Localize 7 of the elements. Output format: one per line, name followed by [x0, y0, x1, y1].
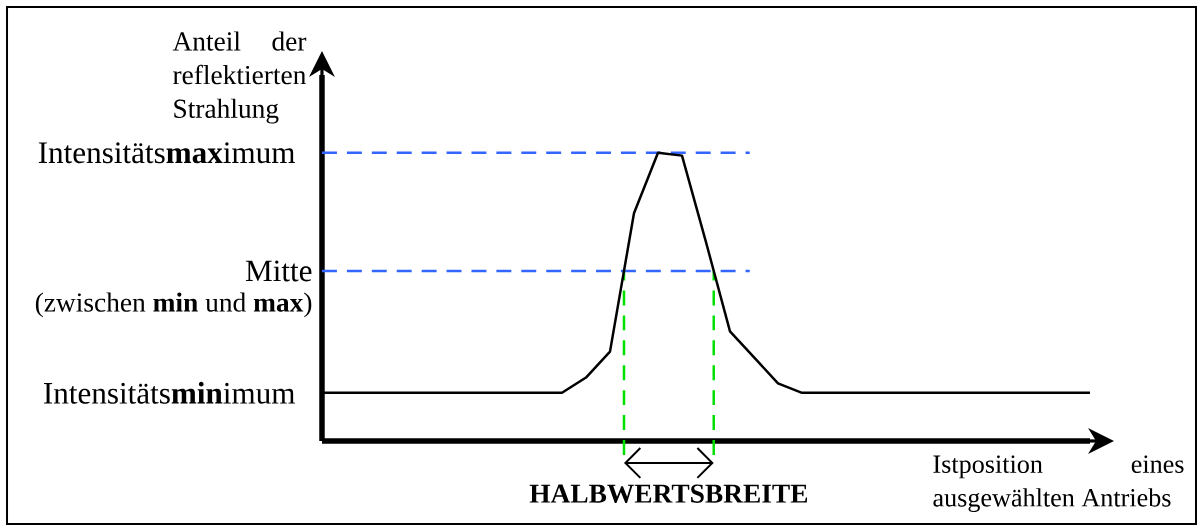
y-axis-title: Anteil der reflektierten Strahlung — [172, 31, 307, 124]
ref-line-label: Intensitätsmaximum — [38, 142, 295, 164]
ref-line-label: Mitte — [245, 260, 312, 282]
text: (zwischen min und max) — [35, 292, 312, 318]
text: HALBWERTSBREITE — [529, 484, 808, 504]
x-axis-title: Istposition eines ausgewählten Antriebs — [933, 455, 1184, 512]
text: Intensitätsminimum — [44, 381, 295, 404]
